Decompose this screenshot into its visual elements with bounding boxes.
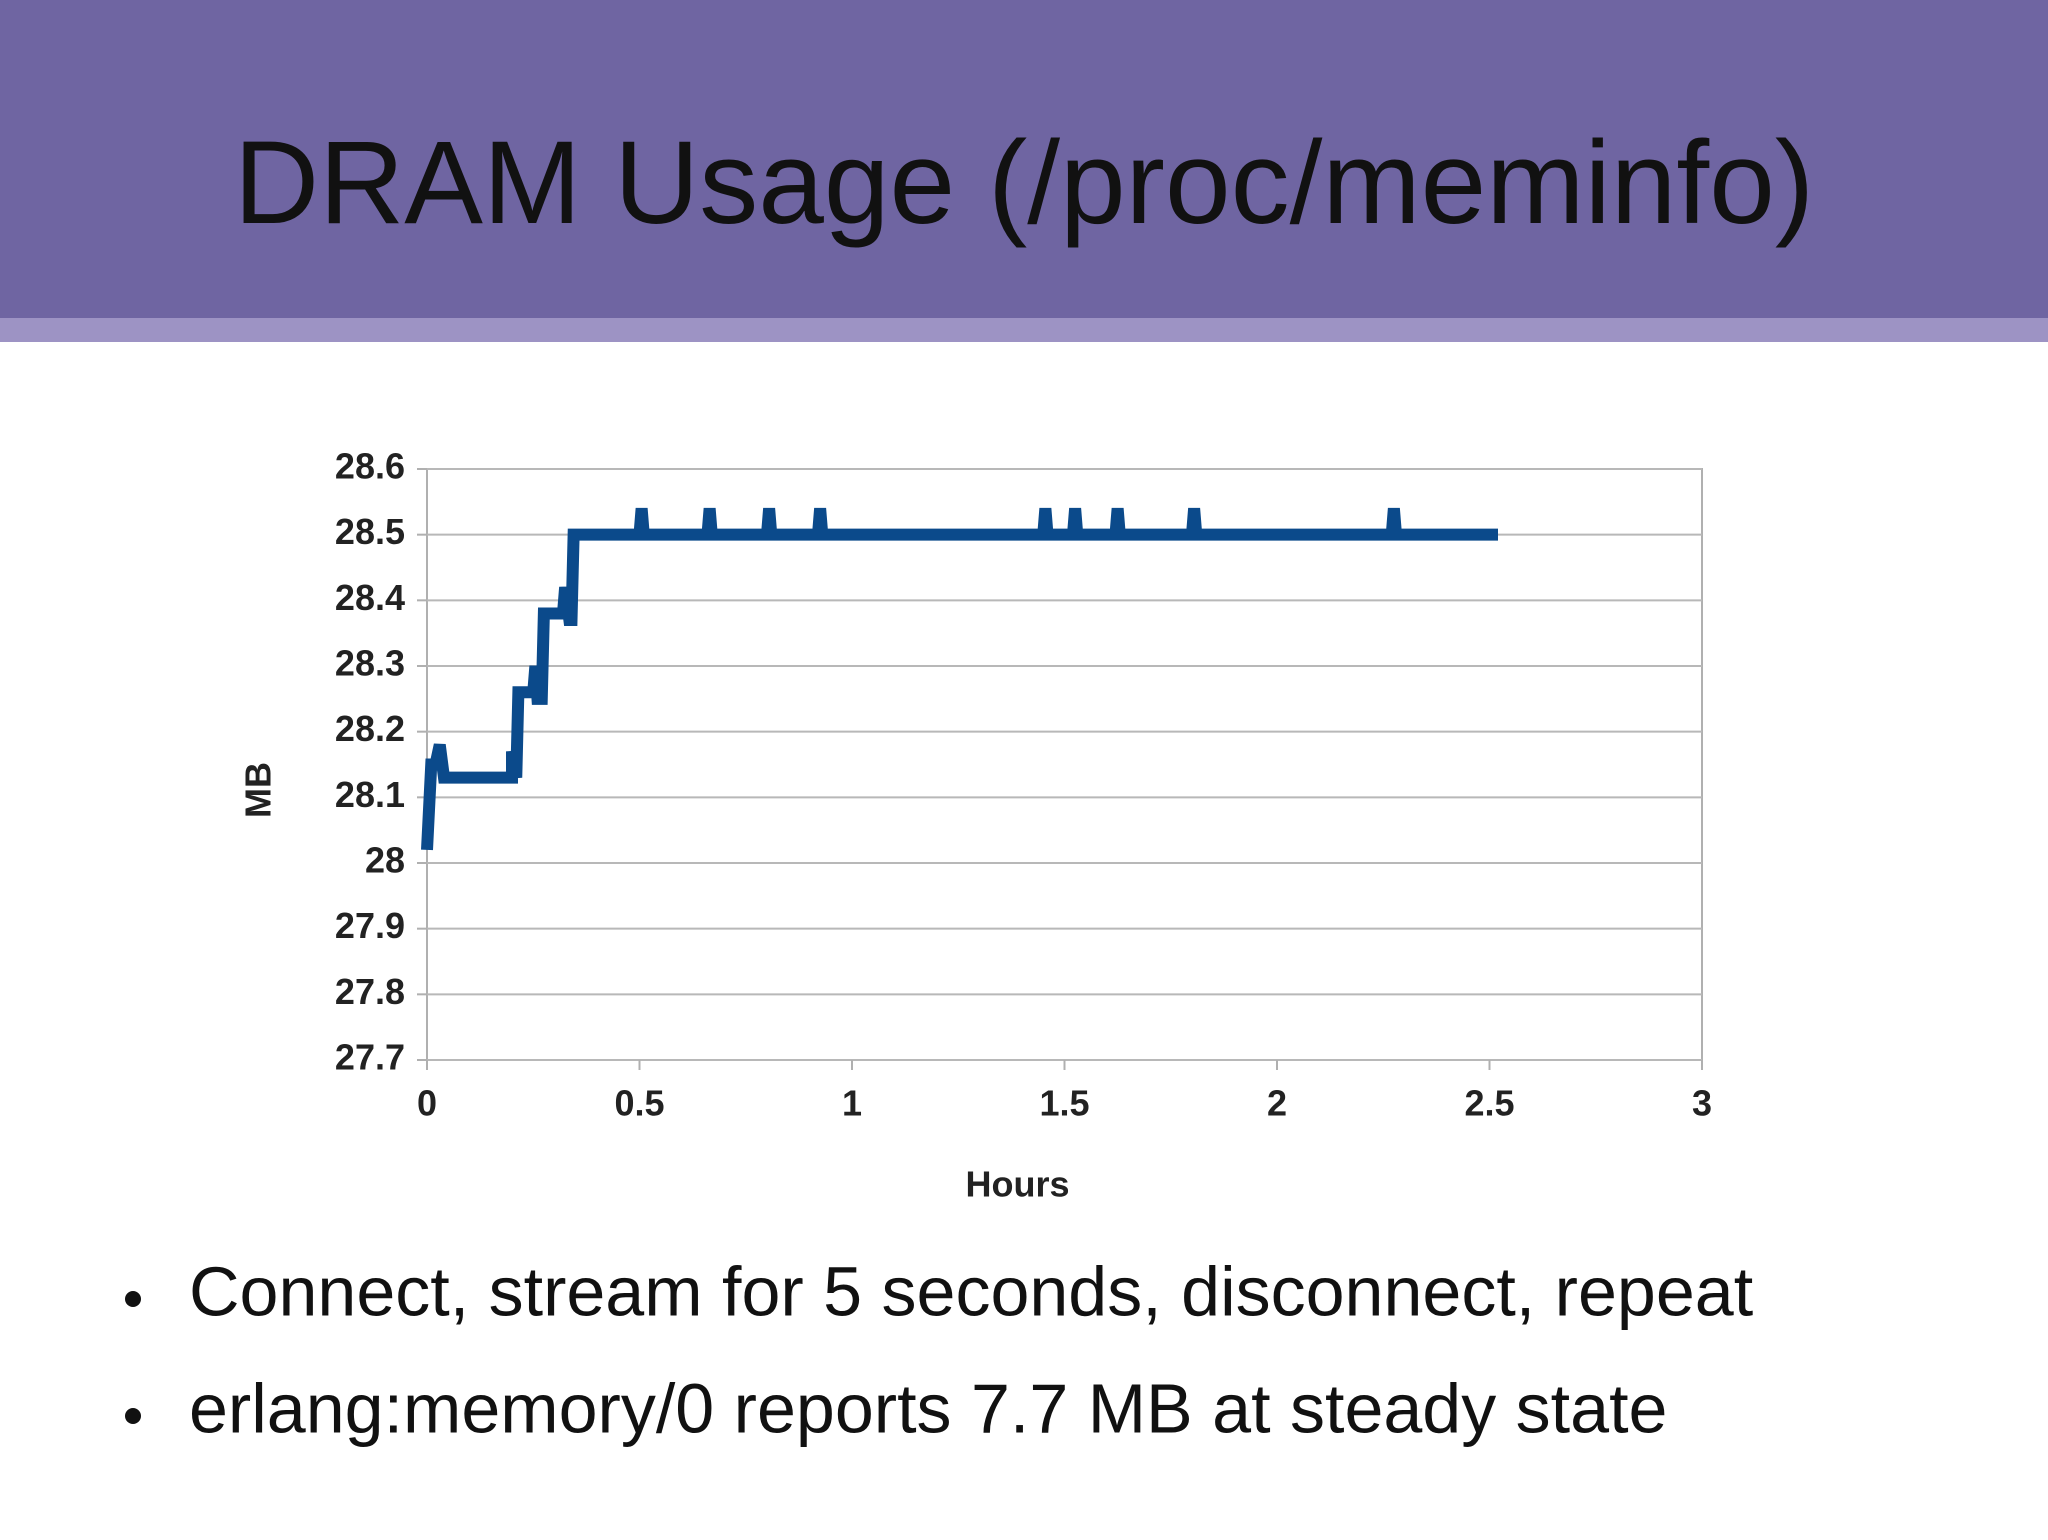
y-tick-label: 28.3 (335, 643, 405, 684)
header-strip (0, 318, 2048, 342)
plot-frame (426, 468, 1703, 1061)
y-tick-label: 27.8 (335, 971, 405, 1012)
y-tick-label: 27.9 (335, 905, 405, 946)
x-tick-label: 3 (1692, 1083, 1712, 1124)
y-tick-label: 28.2 (335, 708, 405, 749)
bullet-dot (125, 1408, 141, 1424)
data-line (421, 507, 1498, 851)
x-tick-label: 1 (842, 1083, 862, 1124)
x-tick-label: 0 (417, 1083, 437, 1124)
bullet-text: erlang:memory/0 reports 7.7 MB at steady… (189, 1369, 1667, 1447)
chart: 27.7 27.8 27.9 28 28.1 28.2 28.3 28.4 28.5 28.6 0 0… (238, 446, 1713, 1205)
bullet-text: Connect, stream for 5 seconds, disconnec… (189, 1252, 1753, 1330)
bullet-dot (125, 1291, 141, 1307)
slide-title: DRAM Usage (/proc/meminfo) (234, 117, 1814, 249)
y-tick-label: 28.5 (335, 511, 405, 552)
x-tick-label: 2.5 (1464, 1083, 1514, 1124)
x-tick-label: 1.5 (1039, 1083, 1089, 1124)
y-tick-label: 28.6 (335, 446, 405, 487)
x-tick-label: 0.5 (614, 1083, 664, 1124)
x-axis-label: Hours (965, 1164, 1069, 1205)
y-axis-label: MB (238, 762, 279, 818)
header-band (0, 0, 2048, 318)
y-tick-label: 28 (365, 840, 405, 881)
y-tick-label: 28.4 (335, 577, 405, 618)
x-tick-label: 2 (1267, 1083, 1287, 1124)
y-tick-label: 27.7 (335, 1037, 405, 1078)
y-tick-label: 28.1 (335, 774, 405, 815)
